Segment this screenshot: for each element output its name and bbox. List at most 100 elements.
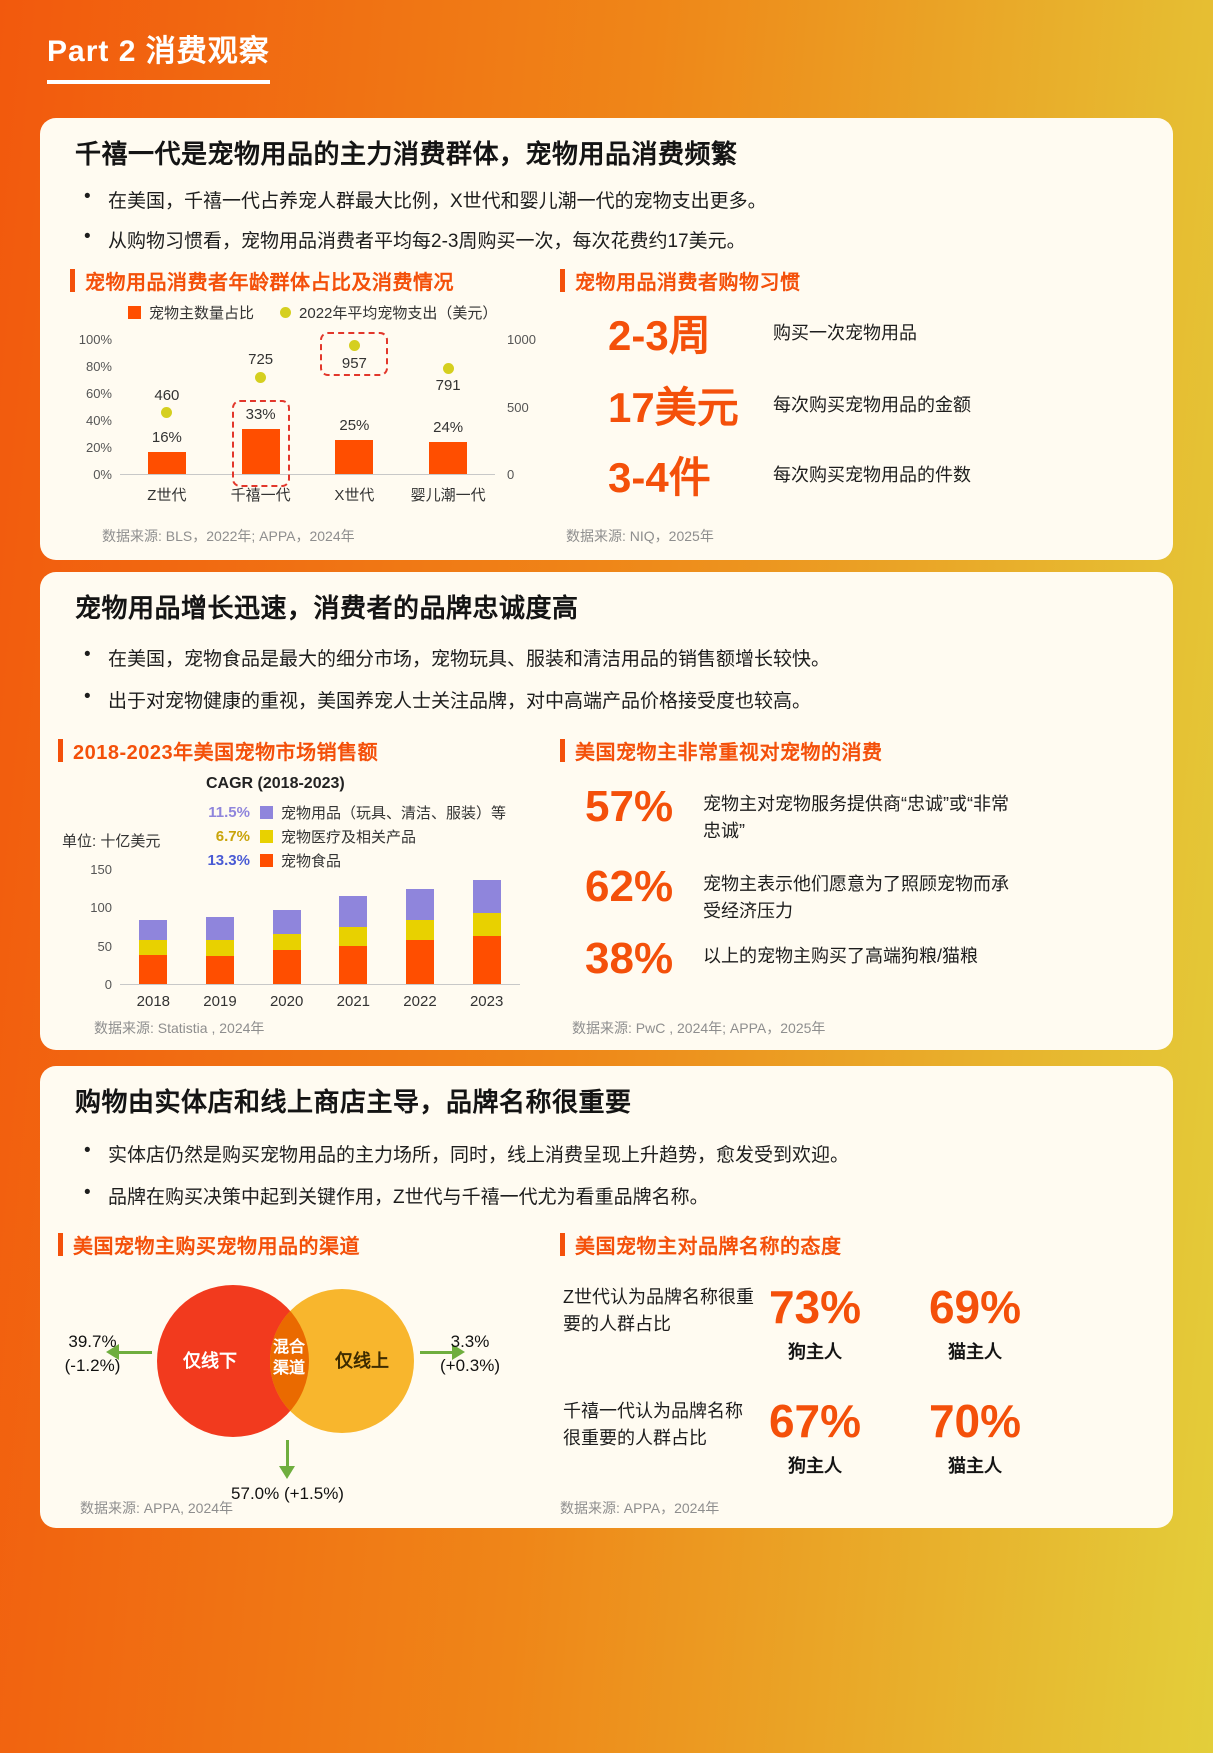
stack-segment xyxy=(472,879,501,913)
stack-segment xyxy=(272,950,301,984)
stack-segment xyxy=(139,939,168,955)
card2-bullet-2: 出于对宠物健康的重视，美国养宠人士关注品牌，对中高端产品价格接受度也较高。 xyxy=(82,686,1132,713)
axis-tick-left: 20% xyxy=(85,440,112,455)
stat-row-financial: 62% 宠物主表示他们愿意为了照顾宠物而承受经济压力 xyxy=(585,862,1013,925)
cagr-supplies-value: 11.5% xyxy=(208,804,250,821)
card3-bullet-1-text: 实体店仍然是购买宠物用品的主力场所，同时，线上消费呈现上升趋势，愈发受到欢迎。 xyxy=(108,1145,850,1166)
category-label: 2023 xyxy=(469,993,504,1010)
axis-tick: 150 xyxy=(90,862,112,877)
down-arrow-icon xyxy=(279,1466,295,1479)
category-label: Z世代 xyxy=(147,487,187,504)
cagr-food-value: 13.3% xyxy=(207,852,250,869)
dot-X世代 xyxy=(348,340,360,352)
card1-right-section-title: 宠物用品消费者购物习惯 xyxy=(575,272,801,294)
stat-premium-value: 38% xyxy=(585,934,674,983)
category-label: 婴儿潮一代 xyxy=(410,487,486,504)
sales-chart-plot: 150 100 50 0 2018 2019 2020 2021 2022 2023 xyxy=(90,862,520,1010)
dot-Z世代 xyxy=(161,407,173,419)
category-label: 2018 xyxy=(136,993,171,1010)
card3-left-section-title: 美国宠物主购买宠物用品的渠道 xyxy=(73,1236,360,1258)
venn-diagram xyxy=(157,1285,414,1437)
stat-loyalty-value: 57% xyxy=(585,782,674,831)
card-millennials: 千禧一代是宠物用品的主力消费群体，宠物用品消费频繁 在美国，千禧一代占养宠人群最… xyxy=(40,118,1173,560)
brand-millennial-cat: 70% 猫主人 xyxy=(900,1394,1050,1478)
stack-segment xyxy=(206,939,234,956)
axis-tick-right: 1000 xyxy=(507,332,536,347)
legend-dot-label: 2022年平均宠物支出（美元） xyxy=(299,305,498,322)
habit-row-items: 3-4件 每次购买宠物用品的件数 xyxy=(608,444,971,504)
card3-title: 购物由实体店和线上商店主导，品牌名称很重要 xyxy=(75,1087,632,1117)
habit-row-amount: 17美元 每次购买宠物用品的金额 xyxy=(608,374,971,434)
stack-segment xyxy=(139,954,168,984)
cagr-title: CAGR (2018-2023) xyxy=(206,775,345,792)
left-arrow-icon xyxy=(106,1344,119,1360)
bullet-dot-icon xyxy=(84,644,91,666)
card3-right-section-header: 美国宠物主对品牌名称的态度 xyxy=(560,1230,842,1259)
category-label: 2019 xyxy=(203,993,237,1010)
dot-婴儿潮一代 xyxy=(442,362,454,374)
card3-source-right: 数据来源: APPA，2024年 xyxy=(560,1500,720,1516)
card2-bullet-1-text: 在美国，宠物食品是最大的细分市场，宠物玩具、服装和清洁用品的销售额增长较快。 xyxy=(108,649,831,670)
card2-left-section-header: 2018-2023年美国宠物市场销售额 xyxy=(58,736,378,765)
card1-left-section-header: 宠物用品消费者年龄群体占比及消费情况 xyxy=(70,266,454,295)
axis-tick-left: 60% xyxy=(85,386,112,401)
venn-online-stat: 3.3% (+0.3%) xyxy=(425,1330,515,1378)
category-label: 千禧一代 xyxy=(230,487,291,504)
right-arrow-line xyxy=(420,1351,452,1354)
age-chart-legend: 宠物主数量占比 2022年平均宠物支出（美元） xyxy=(128,302,497,323)
bar-千禧一代 xyxy=(241,429,280,474)
habit-row-frequency: 2-3周 购买一次宠物用品 xyxy=(608,302,917,362)
dot-value-label: 725 xyxy=(248,351,274,369)
down-arrow-line xyxy=(286,1440,289,1466)
brand-millennial-cat-caption: 猫主人 xyxy=(948,1456,1002,1476)
accent-bar-icon xyxy=(560,1233,565,1256)
dot-value-label: 791 xyxy=(435,377,461,395)
venn-offline-stat: 39.7% (-1.2%) xyxy=(45,1330,140,1378)
axis-tick-right: 0 xyxy=(507,467,515,482)
bullet-dot-icon xyxy=(84,226,91,248)
card1-bullet-2-text: 从购物习惯看，宠物用品消费者平均每2-3周购买一次，每次花费约17美元。 xyxy=(108,231,746,252)
card2-bullet-2-text: 出于对宠物健康的重视，美国养宠人士关注品牌，对中高端产品价格接受度也较高。 xyxy=(108,691,812,712)
bar-value-label: 16% xyxy=(151,429,182,447)
card2-right-section-header: 美国宠物主非常重视对宠物的消费 xyxy=(560,736,883,765)
stack-segment xyxy=(272,934,301,951)
stack-segment xyxy=(406,940,434,984)
venn-online-label: 仅线上 xyxy=(335,1351,389,1371)
venn-offline-change: (-1.2%) xyxy=(64,1355,121,1375)
stack-segment xyxy=(472,912,501,936)
card3-left-section-header: 美国宠物主购买宠物用品的渠道 xyxy=(58,1230,360,1259)
bar-婴儿潮一代 xyxy=(429,441,468,474)
habit-items-value: 3-4件 xyxy=(608,453,711,501)
brand-row-genz-label: Z世代认为品牌名称很重要的人群占比 xyxy=(563,1287,754,1334)
card1-bullet-1: 在美国，千禧一代占养宠人群最大比例，X世代和婴儿潮一代的宠物支出更多。 xyxy=(82,186,1132,213)
accent-bar-icon xyxy=(560,739,565,762)
axis-tick: 50 xyxy=(97,938,112,954)
card-market-growth: 宠物用品增长迅速，消费者的品牌忠诚度高 在美国，宠物食品是最大的细分市场，宠物玩… xyxy=(40,572,1173,1050)
stat-premium-desc: 以上的宠物主购买了高端狗粮/猫粮 xyxy=(703,946,978,966)
card1-right-section-header: 宠物用品消费者购物习惯 xyxy=(560,266,801,295)
bar-value-label: 25% xyxy=(339,417,370,435)
brand-genz-cat-value: 69% xyxy=(928,1281,1022,1333)
legend-medical-label: 宠物医疗及相关产品 xyxy=(281,829,417,846)
legend-dot-swatch-icon xyxy=(280,307,292,318)
dot-value-label: 957 xyxy=(341,354,367,372)
category-label: 2020 xyxy=(269,993,304,1010)
venn-mixed-stat: 57.0% (+1.5%) xyxy=(180,1482,395,1506)
bar-X世代 xyxy=(335,440,374,474)
legend-medical-swatch-icon xyxy=(260,830,273,843)
sales-legend-food: 13.3% 宠物食品 xyxy=(195,850,341,871)
brand-genz-dog-value: 73% xyxy=(768,1281,862,1333)
card2-title: 宠物用品增长迅速，消费者的品牌忠诚度高 xyxy=(75,593,579,623)
stack-segment xyxy=(206,917,234,940)
bullet-dot-icon xyxy=(84,186,91,208)
stat-financial-value: 62% xyxy=(585,862,674,911)
stat-row-premium: 38% 以上的宠物主购买了高端狗粮/猫粮 xyxy=(585,934,1013,984)
accent-bar-icon xyxy=(58,1233,63,1256)
venn-mixed-value: 57.0% xyxy=(231,1484,280,1503)
bar-value-label: 24% xyxy=(433,418,464,436)
venn-online-value: 3.3% xyxy=(450,1332,490,1351)
venn-mixed-label: 混合渠道 xyxy=(272,1339,305,1377)
brand-millennial-dog-caption: 狗主人 xyxy=(788,1456,842,1476)
bullet-dot-icon xyxy=(84,1182,91,1204)
